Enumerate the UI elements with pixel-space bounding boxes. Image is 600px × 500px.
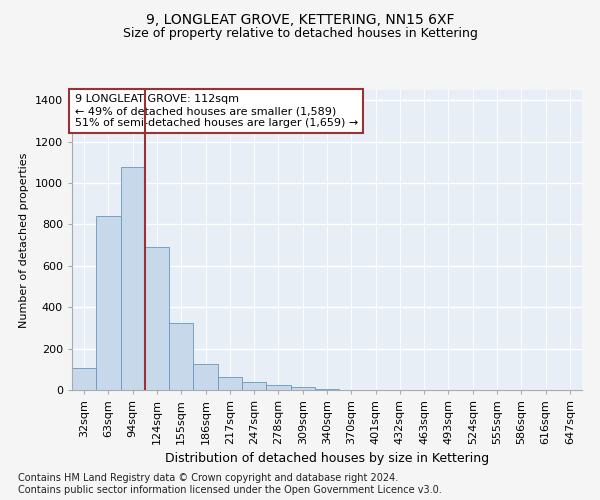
Text: Size of property relative to detached houses in Kettering: Size of property relative to detached ho… <box>122 28 478 40</box>
Bar <box>266 386 290 390</box>
Bar <box>72 368 96 390</box>
Text: Contains HM Land Registry data © Crown copyright and database right 2024.
Contai: Contains HM Land Registry data © Crown c… <box>18 474 442 495</box>
Bar <box>218 376 242 390</box>
Bar <box>193 364 218 390</box>
Y-axis label: Number of detached properties: Number of detached properties <box>19 152 29 328</box>
Bar <box>169 323 193 390</box>
Bar <box>96 216 121 390</box>
Text: 9, LONGLEAT GROVE, KETTERING, NN15 6XF: 9, LONGLEAT GROVE, KETTERING, NN15 6XF <box>146 12 454 26</box>
Bar <box>242 382 266 390</box>
Bar <box>121 166 145 390</box>
X-axis label: Distribution of detached houses by size in Kettering: Distribution of detached houses by size … <box>165 452 489 466</box>
Bar <box>290 388 315 390</box>
Bar <box>145 247 169 390</box>
Text: 9 LONGLEAT GROVE: 112sqm
← 49% of detached houses are smaller (1,589)
51% of sem: 9 LONGLEAT GROVE: 112sqm ← 49% of detach… <box>74 94 358 128</box>
Bar <box>315 389 339 390</box>
